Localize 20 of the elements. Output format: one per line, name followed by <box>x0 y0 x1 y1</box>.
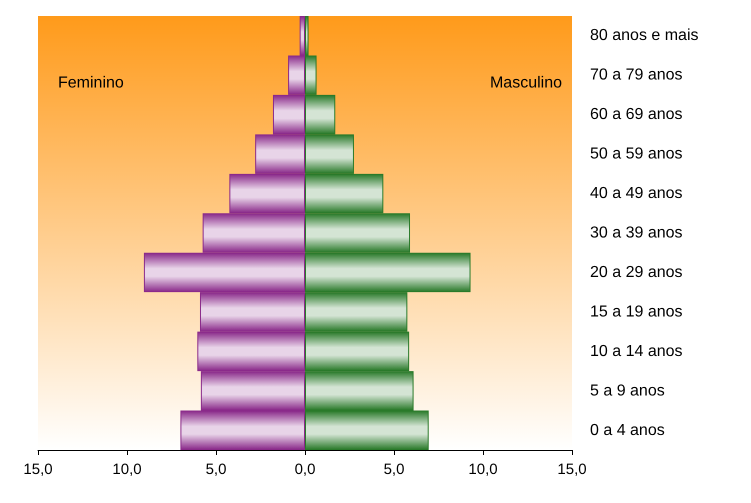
x-tick-label: 5,0 <box>384 461 404 478</box>
x-tick-label: 5,0 <box>206 461 226 478</box>
x-tick-label: 10,0 <box>468 461 498 478</box>
y-tick-label: 50 a 59 anos <box>590 146 683 163</box>
x-tick-label: 0,0 <box>294 461 316 478</box>
x-tick-label: 10,0 <box>112 461 142 478</box>
y-tick-label: 40 a 49 anos <box>590 185 683 202</box>
y-tick-label: 80 anos e mais <box>590 27 699 44</box>
y-tick-label: 15 a 19 anos <box>590 303 683 320</box>
annotation: Masculino <box>490 74 562 92</box>
annotation: Feminino <box>58 74 124 92</box>
y-tick-label: 60 a 69 anos <box>590 106 683 124</box>
y-tick-label: 10 a 14 anos <box>590 342 683 360</box>
y-tick-label: 20 a 29 anos <box>590 264 683 281</box>
y-tick-label: 30 a 39 anos <box>590 224 683 242</box>
y-tick-label: 0 a 4 anos <box>590 422 665 439</box>
x-tick-label: 15,0 <box>23 461 53 478</box>
y-tick-label: 5 a 9 anos <box>590 382 665 400</box>
y-tick-label: 70 a 79 anos <box>590 66 683 84</box>
x-tick-label: 15,0 <box>557 461 587 478</box>
